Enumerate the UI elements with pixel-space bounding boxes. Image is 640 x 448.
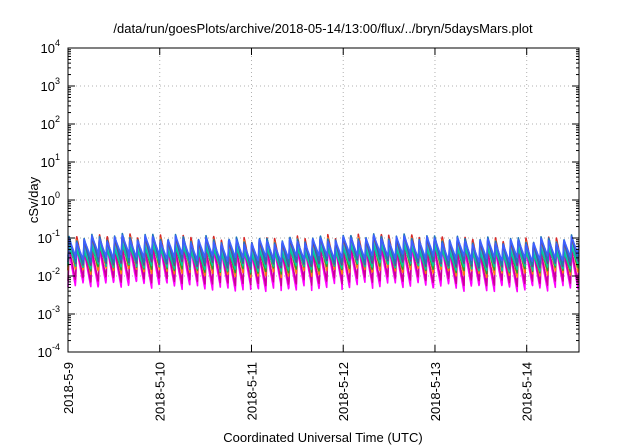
x-tick-label: 2018-5-12 xyxy=(336,362,351,421)
y-tick-exponent: 2 xyxy=(55,114,60,124)
series-group xyxy=(67,232,580,293)
y-tick-exponent: -3 xyxy=(52,304,60,314)
y-tick-exponent: 1 xyxy=(55,152,60,162)
x-tick-label: 2018-5-11 xyxy=(244,362,259,420)
y-axis-label: cSv/day xyxy=(26,176,41,223)
x-axis: 2018-5-9 2018-5-10 2018-5-11 2018-5-12 2018-… xyxy=(61,48,535,421)
x-tick-label: 2018-5-14 xyxy=(520,362,535,421)
y-tick-exponent: -2 xyxy=(52,266,60,276)
x-tick-label: 2018-5-9 xyxy=(61,362,76,414)
x-tick-label: 2018-5-13 xyxy=(428,362,443,421)
y-tick-exponent: 0 xyxy=(55,190,60,200)
series-line xyxy=(67,244,580,273)
y-tick-exponent: -4 xyxy=(52,342,60,352)
y-tick-exponent: 4 xyxy=(55,38,60,48)
x-axis-label: Coordinated Universal Time (UTC) xyxy=(223,430,422,445)
x-tick-label: 2018-5-10 xyxy=(153,362,168,421)
y-tick-exponent: 3 xyxy=(55,76,60,86)
y-tick-exponent: -1 xyxy=(52,228,60,238)
series-line xyxy=(67,234,580,263)
chart-title: /data/run/goesPlots/archive/2018-05-14/1… xyxy=(113,21,533,36)
grid xyxy=(68,48,579,352)
